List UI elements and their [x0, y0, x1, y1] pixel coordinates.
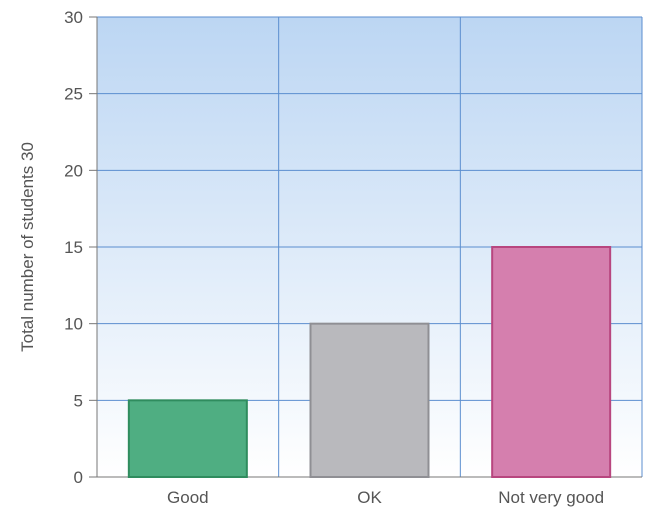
bar-not-very-good	[491, 246, 612, 478]
y-axis-label: Total number of students 30	[18, 142, 37, 352]
x-tick-label: OK	[357, 488, 382, 507]
y-tick-label: 25	[64, 85, 83, 104]
bar-ok	[309, 322, 430, 478]
y-tick-label: 15	[64, 238, 83, 257]
bar-good	[127, 399, 248, 479]
y-tick-label: 10	[64, 315, 83, 334]
y-tick-label: 0	[74, 468, 83, 487]
y-tick-label: 30	[64, 8, 83, 27]
x-tick-label: Good	[167, 488, 209, 507]
y-tick-label: 20	[64, 161, 83, 180]
y-tick-label: 5	[74, 391, 83, 410]
x-tick-label: Not very good	[498, 488, 604, 507]
